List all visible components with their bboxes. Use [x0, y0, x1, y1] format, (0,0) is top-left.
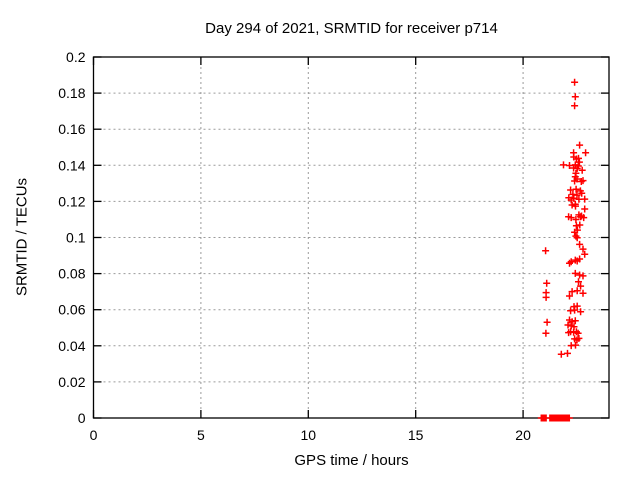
plot-border: [92, 56, 610, 419]
y-tick-label: 0.08: [58, 266, 85, 282]
data-point-markers: [542, 78, 590, 358]
x-tick-label: 10: [301, 427, 317, 443]
y-tick-label: 0.14: [58, 157, 85, 173]
y-tick-label: 0.16: [58, 121, 85, 137]
y-tick-label: 0.04: [58, 338, 85, 354]
y-tick-label: 0.12: [58, 193, 85, 209]
gridlines: [93, 57, 609, 418]
y-tick-label: 0.1: [66, 230, 86, 246]
tick-marks: [92, 56, 609, 419]
x-tick-label: 20: [515, 427, 531, 443]
y-tick-label: 0.06: [58, 302, 85, 318]
chart-title: Day 294 of 2021, SRMTID for receiver p71…: [205, 20, 498, 37]
x-tick-label: 0: [90, 427, 98, 443]
y-tick-label: 0: [78, 410, 86, 426]
x-tick-labels: 0 5 10 15 20: [90, 427, 531, 443]
scatter-points: [542, 78, 590, 358]
y-tick-labels: 0 0.02 0.04 0.06 0.08 0.1 0.12 0.14 0.16 0.18 0.2: [58, 49, 85, 426]
baseline-point-markers: [537, 414, 573, 422]
x-tick-label: 15: [408, 427, 424, 443]
y-tick-label: 0.18: [58, 85, 85, 101]
x-tick-label: 5: [197, 427, 205, 443]
y-tick-label: 0.02: [58, 374, 85, 390]
baseline-points: [537, 414, 573, 422]
x-axis-label: GPS time / hours: [294, 452, 409, 469]
y-tick-label: 0.2: [66, 49, 86, 65]
